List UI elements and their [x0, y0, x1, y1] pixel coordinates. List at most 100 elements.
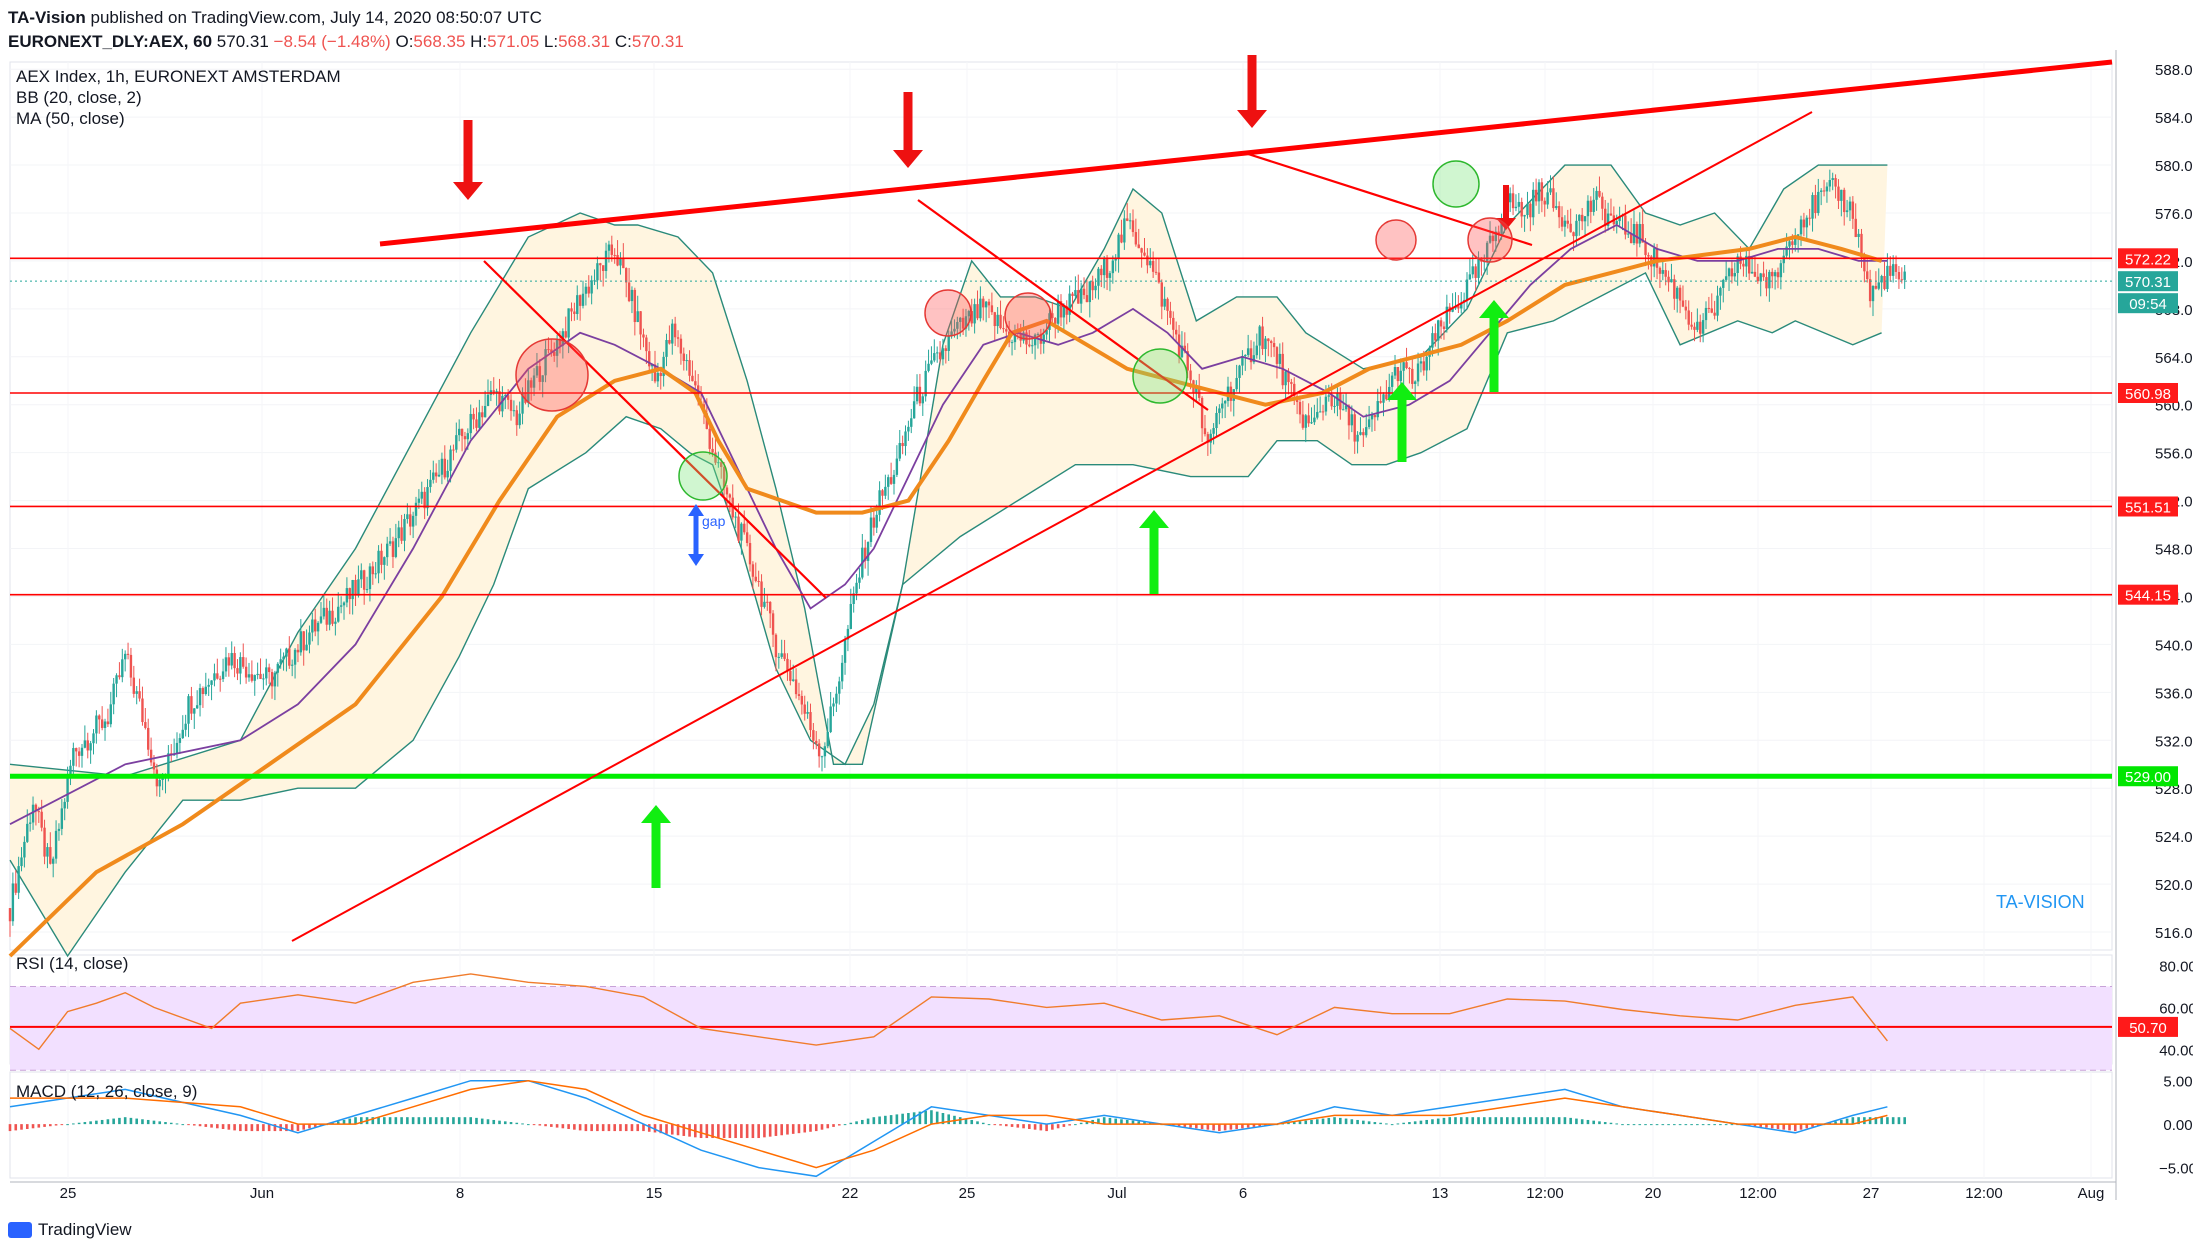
- macd-histogram-bar: [1471, 1117, 1475, 1125]
- time-tick-label: 25: [60, 1185, 77, 1202]
- candle-body: [1399, 370, 1402, 382]
- countdown-text: 09:54: [2129, 296, 2167, 313]
- macd-histogram-bar: [647, 1124, 651, 1132]
- macd-histogram-bar: [1442, 1117, 1446, 1125]
- candle-body: [1615, 221, 1618, 225]
- candle-body: [1477, 258, 1480, 278]
- candle-body: [1497, 231, 1500, 234]
- candle-body: [51, 858, 55, 864]
- candle-body: [1756, 276, 1760, 282]
- candle-body: [950, 331, 953, 337]
- candle-body: [625, 268, 628, 283]
- candle-body: [1293, 383, 1296, 397]
- macd-histogram-bar: [866, 1118, 870, 1125]
- candle-body: [838, 681, 841, 694]
- macd-histogram-bar: [273, 1124, 277, 1132]
- candle-body: [400, 527, 403, 541]
- candle-body: [1658, 267, 1662, 274]
- candle-body: [1880, 276, 1883, 283]
- candle-body: [1267, 338, 1270, 342]
- candle-body: [1494, 231, 1497, 242]
- candle-body: [1465, 279, 1469, 300]
- candle-body: [152, 762, 156, 770]
- macd-histogram-bar: [878, 1116, 881, 1125]
- candle-body: [1111, 260, 1115, 274]
- candle-body: [475, 419, 478, 428]
- macd-histogram-bar: [1425, 1119, 1428, 1125]
- candle-body: [204, 686, 208, 695]
- candle-body: [1526, 203, 1529, 216]
- candle-body: [538, 366, 542, 382]
- candle-body: [279, 659, 282, 664]
- candle-body: [1667, 276, 1670, 283]
- macd-histogram-bar: [757, 1124, 760, 1139]
- candle-body: [541, 375, 544, 382]
- candle-body: [380, 550, 383, 565]
- candle-body: [714, 452, 717, 463]
- macd-histogram-bar: [486, 1119, 490, 1125]
- candle-body: [1120, 234, 1123, 243]
- macd-histogram-bar: [791, 1124, 795, 1134]
- macd-histogram-bar: [1056, 1124, 1060, 1129]
- macd-histogram-bar: [924, 1110, 927, 1125]
- candle-body: [1200, 397, 1204, 429]
- macd-histogram-bar: [1580, 1119, 1584, 1125]
- support-arrow-green: [1387, 382, 1417, 462]
- macd-histogram-bar: [394, 1117, 398, 1125]
- macd-histogram-bar: [1068, 1124, 1071, 1126]
- candle-body: [1422, 361, 1426, 371]
- candle-body: [43, 827, 46, 857]
- candle-body: [1828, 179, 1832, 187]
- macd-histogram-bar: [642, 1124, 645, 1132]
- candle-body: [144, 722, 147, 728]
- macd-histogram-bar: [1811, 1124, 1814, 1127]
- macd-histogram-bar: [1765, 1124, 1768, 1128]
- candle-body: [138, 691, 141, 699]
- candle-body: [348, 588, 351, 600]
- candle-body: [126, 653, 130, 655]
- candle-body: [576, 295, 579, 315]
- candle-body: [1307, 415, 1310, 424]
- candle-body: [273, 672, 277, 687]
- candle-body: [927, 363, 930, 371]
- macd-histogram-bar: [1235, 1124, 1238, 1129]
- candle-body: [1255, 345, 1259, 356]
- macd-histogram-bar: [987, 1124, 991, 1126]
- macd-histogram-bar: [993, 1124, 997, 1126]
- level-tag: [2118, 496, 2178, 517]
- candle-body: [1373, 415, 1377, 418]
- candle-body: [1264, 338, 1267, 350]
- macd-histogram-bar: [1097, 1118, 1100, 1125]
- candle-body: [1589, 200, 1593, 212]
- time-tick-label: 12:00: [1739, 1185, 1777, 1202]
- candle-body: [1215, 412, 1218, 429]
- time-tick-label: 22: [842, 1185, 859, 1202]
- macd-histogram-bar: [256, 1124, 259, 1132]
- macd-histogram-bar: [37, 1124, 41, 1128]
- candle-body: [745, 532, 749, 544]
- candle-body: [956, 322, 959, 329]
- candle-body: [106, 721, 110, 725]
- macd-histogram-bar: [1431, 1119, 1434, 1125]
- candle-body: [322, 607, 326, 617]
- candle-body: [959, 317, 962, 323]
- time-tick-label: Aug: [2078, 1185, 2105, 1202]
- macd-histogram-bar: [999, 1124, 1002, 1126]
- candle-body: [1163, 298, 1166, 307]
- candle-body: [944, 348, 948, 351]
- candle-body: [815, 740, 818, 744]
- candle-body: [1379, 401, 1382, 403]
- candle-body: [1123, 218, 1126, 243]
- candle-body: [1529, 203, 1532, 218]
- candle-body: [311, 619, 314, 633]
- candle-body: [181, 729, 184, 739]
- macd-histogram-bar: [630, 1124, 634, 1132]
- macd-histogram-bar: [561, 1124, 565, 1129]
- candle-body: [518, 413, 521, 426]
- candle-body: [1742, 263, 1745, 267]
- macd-histogram-bar: [1367, 1121, 1371, 1125]
- candle-body: [429, 479, 432, 488]
- rejection-circle: [1375, 219, 1417, 261]
- gap-arrow-head: [688, 504, 704, 516]
